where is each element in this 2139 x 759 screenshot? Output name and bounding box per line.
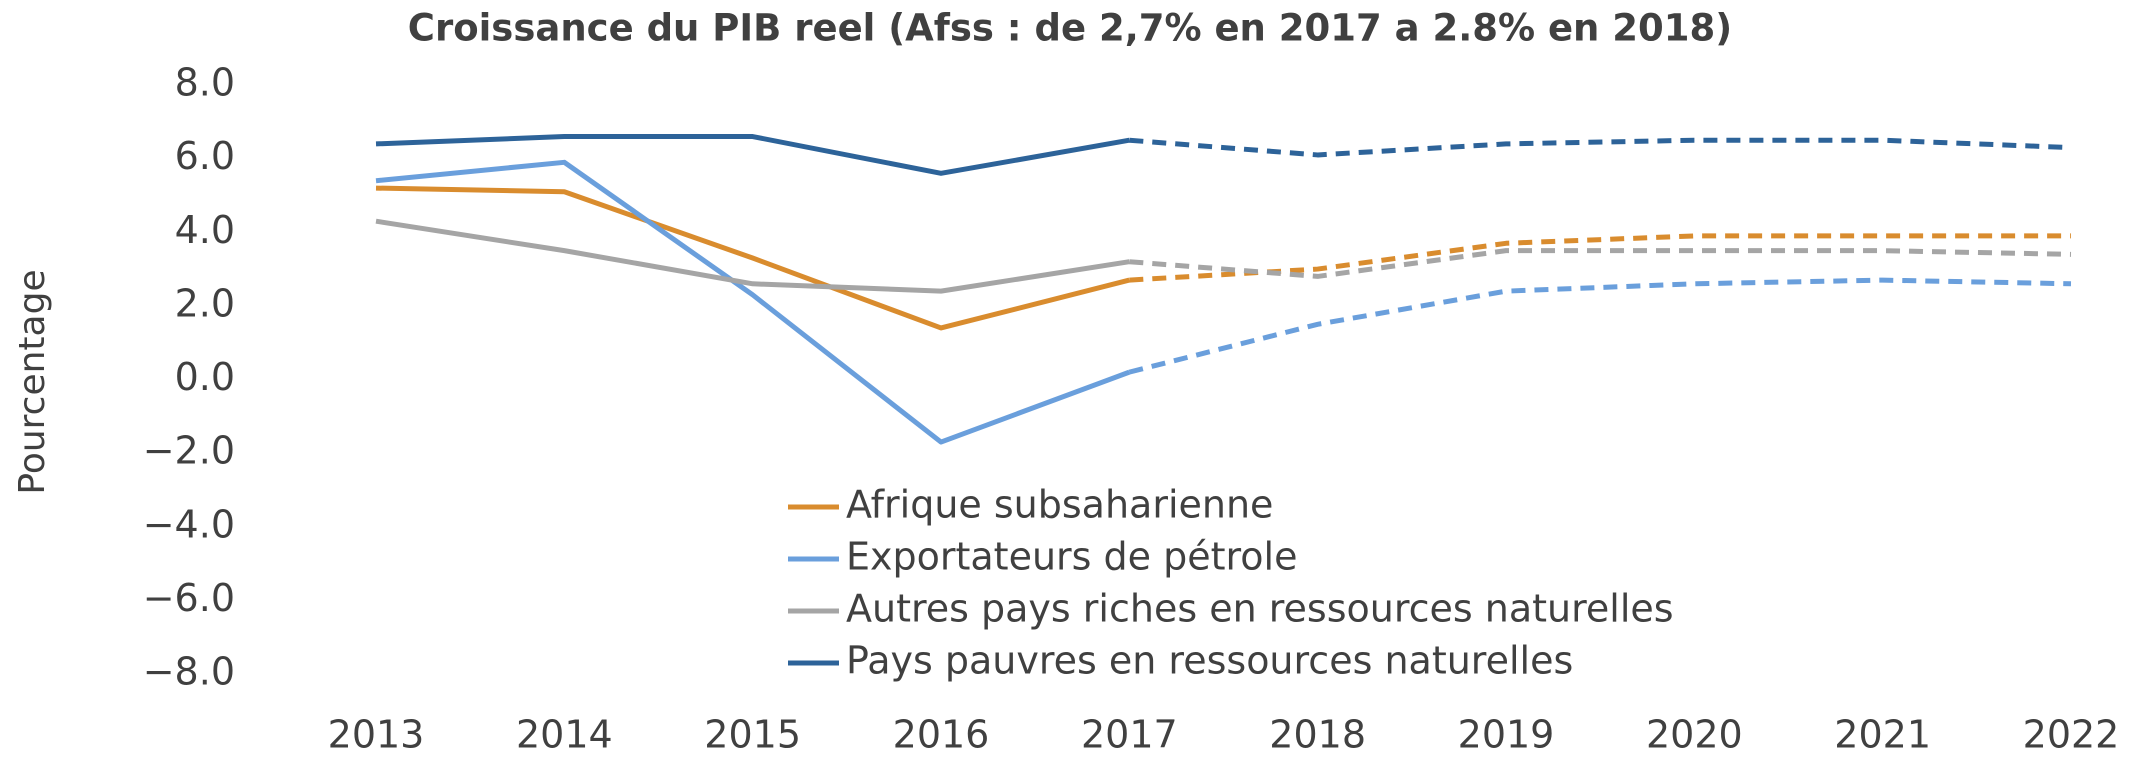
y-tick-label: −8.0: [143, 650, 235, 694]
x-tick-label: 2014: [516, 713, 613, 757]
y-tick-label: −4.0: [143, 502, 235, 546]
x-tick-label: 2015: [704, 713, 801, 757]
series-line: [375, 159, 1131, 445]
y-tick-label: −6.0: [143, 576, 235, 620]
series-line: [1129, 248, 2072, 279]
legend-label: Exportateurs de pétrole: [846, 535, 1298, 579]
x-tick-label: 2013: [328, 713, 425, 757]
x-tick-label: 2020: [1646, 713, 1743, 757]
y-tick-label: 8.0: [175, 61, 235, 105]
x-tick-label: 2021: [1834, 713, 1931, 757]
y-tick-label: 0.0: [175, 355, 235, 399]
y-tick-label: 4.0: [175, 208, 235, 252]
x-tick-label: 2019: [1458, 713, 1555, 757]
legend-label: Afrique subsaharienne: [846, 483, 1273, 527]
series-line: [375, 185, 1130, 331]
series-line: [375, 218, 1130, 294]
series-line: [1129, 137, 2072, 158]
chart-title: Croissance du PIB reel (Afss : de 2,7% e…: [408, 7, 1732, 50]
y-tick-label: 6.0: [175, 134, 235, 178]
x-tick-label: 2022: [2023, 713, 2120, 757]
x-tick-label: 2016: [893, 713, 990, 757]
y-tick-label: 2.0: [175, 281, 235, 325]
legend-label: Autres pays riches en ressources naturel…: [846, 587, 1674, 631]
x-tick-label: 2017: [1081, 713, 1178, 757]
series-line: [1128, 277, 2072, 375]
legend-label: Pays pauvres en ressources naturelles: [846, 639, 1573, 683]
y-tick-label: −2.0: [143, 429, 235, 473]
y-axis-label: Pourcentage: [12, 269, 53, 494]
x-tick-label: 2018: [1269, 713, 1366, 757]
series-line: [375, 134, 1130, 176]
series-line: [1129, 233, 2071, 283]
